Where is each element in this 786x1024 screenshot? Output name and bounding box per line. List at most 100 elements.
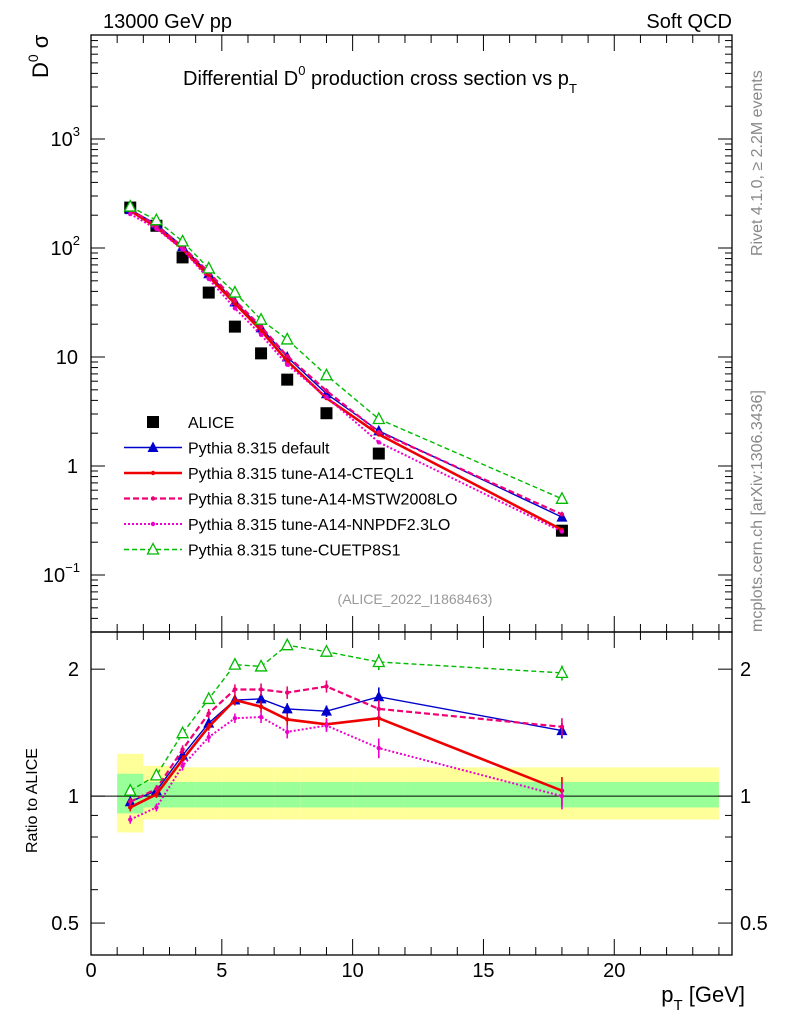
ratio-point-mstw	[559, 724, 565, 730]
header-left: 13000 GeV pp	[103, 11, 232, 33]
legend-label-cteql1: Pythia 8.315 tune-A14-CTEQL1	[188, 466, 414, 483]
ratio-point-default	[255, 692, 267, 704]
ratio-line-nnpdf	[129, 716, 563, 821]
ratio-point-nnpdf	[128, 817, 133, 822]
legend-marker-default	[147, 441, 159, 452]
ratio-y-tick-label-right: 2	[740, 659, 751, 681]
legend-label-alice: ALICE	[188, 415, 234, 432]
x-tick-label: 5	[216, 960, 227, 982]
ratio-point-cuetp8s1	[254, 659, 268, 672]
legend-marker-cteql1	[150, 470, 156, 476]
point-mstw	[258, 324, 264, 329]
legend: ALICE Pythia 8.315 default Pythia 8.315 tu…	[124, 415, 457, 560]
analysis-tag: (ALICE_2022_I1868463)	[338, 591, 493, 607]
ratio-point-nnpdf	[206, 734, 211, 740]
main-y-axis-label: D0 σ	[25, 34, 53, 78]
ratio-point-cteql1	[180, 757, 185, 762]
point-nnpdf	[285, 362, 290, 367]
ratio-point-cteql1	[232, 697, 238, 703]
main-title-text: Differential D	[183, 68, 298, 90]
side-label-bottom: mcplots.cern.ch [arXiv:1306.3436]	[749, 390, 766, 632]
ratio-point-cuetp8s1	[202, 691, 216, 705]
ratio-y-tick-label-left: 2	[68, 659, 79, 681]
ratio-frame	[90, 631, 733, 956]
point-alice	[202, 286, 215, 299]
ratio-y-tick-label-left: 0.5	[51, 913, 79, 935]
point-nnpdf	[559, 529, 565, 534]
series-line-mstw	[129, 208, 563, 516]
legend-label-mstw: Pythia 8.315 tune-A14-MSTW2008LO	[188, 492, 457, 509]
main-y-ticks: 10−1 1 10 102 103	[43, 34, 732, 633]
ratio-point-cteql1	[258, 704, 264, 709]
x-tick-label: 20	[603, 960, 625, 982]
ratio-series-mstw	[128, 680, 565, 806]
ratio-point-cteql1	[128, 805, 133, 810]
ratio-point-default	[320, 705, 332, 716]
ratio-point-nnpdf	[285, 729, 290, 735]
point-cuetp8s1	[228, 285, 242, 298]
x-tick-label: 15	[472, 960, 494, 982]
series-line-cteql1	[129, 209, 563, 531]
ratio-point-mstw	[128, 799, 133, 804]
ratio-point-mstw	[232, 687, 238, 692]
legend-marker-alice	[147, 416, 159, 428]
point-nnpdf	[180, 247, 185, 252]
x-tick-label: 10	[342, 960, 364, 982]
side-label-top: Rivet 4.1.0, ≥ 2.2M events	[749, 70, 766, 256]
ratio-point-nnpdf	[376, 745, 381, 751]
main-title-rest: production cross section vs p	[305, 68, 568, 90]
ratio-line-cteql1	[129, 698, 563, 809]
ratio-point-cuetp8s1	[123, 783, 137, 796]
ratio-y-ticks: 0.5 0.5 1 1 2 2	[51, 659, 768, 935]
point-cuetp8s1	[280, 332, 294, 345]
x-axis-label-rest: [GeV]	[683, 982, 745, 1007]
band-inner-bin	[247, 782, 275, 808]
ratio-point-cuetp8s1	[149, 767, 163, 781]
ratio-y-tick-label-left: 1	[68, 786, 79, 808]
legend-marker-mstw	[150, 496, 156, 501]
main-y-axis-label-text: D	[28, 62, 53, 78]
ratio-point-nnpdf	[559, 793, 565, 799]
ratio-frame-box	[90, 631, 733, 956]
x-axis-label-sub: T	[673, 997, 682, 1014]
ratio-point-cuetp8s1	[228, 657, 242, 670]
point-cuetp8s1	[123, 199, 137, 212]
ratio-point-mstw	[206, 711, 211, 716]
point-nnpdf	[376, 440, 381, 445]
point-mstw	[232, 298, 238, 303]
ratio-line-default	[129, 696, 563, 803]
ratio-point-mstw	[376, 706, 381, 712]
point-cteql1	[258, 328, 264, 333]
point-alice	[255, 347, 268, 360]
ratio-point-cuetp8s1	[319, 644, 334, 657]
legend-label-default: Pythia 8.315 default	[188, 441, 330, 458]
ratio-series	[123, 637, 569, 824]
ratio-point-mstw	[154, 786, 159, 792]
series-alice	[124, 201, 568, 537]
point-alice	[320, 407, 333, 420]
point-nnpdf	[232, 306, 238, 311]
ratio-point-nnpdf	[180, 763, 185, 769]
series-cuetp8s1	[123, 199, 569, 504]
main-y-tick-label: 10	[56, 347, 78, 369]
ratio-point-nnpdf	[154, 805, 159, 810]
main-y-tick-label: 10−1	[43, 560, 80, 587]
legend-label-nnpdf: Pythia 8.315 tune-A14-NNPDF2.3LO	[188, 517, 450, 534]
point-mstw	[559, 512, 565, 517]
point-mstw	[324, 388, 329, 393]
x-tick-label: 0	[85, 960, 96, 982]
ratio-point-cteql1	[206, 724, 211, 730]
ratio-point-cuetp8s1	[372, 654, 386, 668]
point-cuetp8s1	[175, 233, 190, 247]
ratio-y-tick-label-right: 0.5	[740, 913, 768, 935]
ratio-point-cuetp8s1	[555, 665, 569, 679]
ratio-point-default	[373, 690, 385, 702]
main-y-tick-label: 103	[51, 124, 80, 151]
point-cuetp8s1	[202, 261, 216, 274]
point-alice	[176, 251, 189, 264]
series-line-cuetp8s1	[129, 205, 563, 500]
main-title-sup: 0	[298, 63, 305, 78]
legend-marker-nnpdf	[150, 521, 156, 527]
point-mstw	[285, 353, 290, 359]
band-inner-bin	[195, 782, 222, 808]
